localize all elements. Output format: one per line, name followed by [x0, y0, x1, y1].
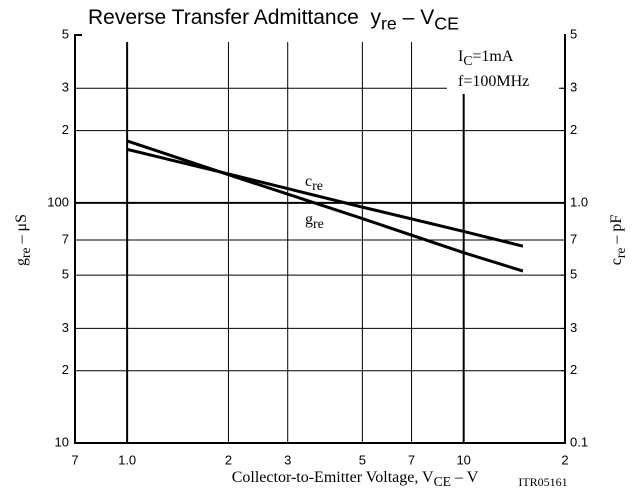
chart-title: Reverse Transfer Admittance yre – VCE	[88, 6, 459, 33]
x-tick-label: 7	[408, 452, 415, 467]
y2-tick-label: 0.1	[570, 434, 588, 449]
y2-tick-label: 3	[570, 80, 577, 95]
y-tick-label: 2	[62, 362, 69, 377]
y-tick-label: 7	[62, 231, 69, 246]
y-tick-label: 10	[55, 434, 69, 449]
title-bg	[82, 2, 564, 42]
y-axis-label: gre – μS	[13, 214, 33, 266]
text-part: C	[463, 53, 472, 68]
series-name-sub: re	[313, 217, 324, 232]
text-part: CE	[434, 13, 459, 33]
annotation: IC=1mA	[458, 48, 514, 68]
y-tick-label: 3	[62, 320, 69, 335]
text-part: – V	[397, 6, 434, 29]
text-part: – pF	[608, 215, 625, 248]
text-part: re	[613, 248, 628, 259]
annotation-bg	[447, 42, 559, 94]
y-tick-label: 5	[62, 26, 69, 41]
text-part: Collector-to-Emitter Voltage, V	[232, 469, 434, 486]
series-line	[126, 147, 524, 248]
y2-axis-label: cre – pF	[608, 215, 628, 266]
series-label: cre	[305, 173, 323, 195]
y2-tick-label: 2	[570, 122, 577, 137]
y-tick-label: 2	[62, 122, 69, 137]
x-tick-label: 2	[561, 452, 568, 467]
y-tick-label: 3	[62, 80, 69, 95]
text-part: – V	[451, 469, 479, 486]
text-part: f=100MHz	[458, 73, 529, 90]
series-name: g	[305, 211, 313, 228]
x-axis-label: Collector-to-Emitter Voltage, VCE – V	[232, 469, 479, 489]
y2-tick-label: 3	[570, 320, 577, 335]
x-tick-label: 10	[456, 452, 470, 467]
y-tick-label: 100	[47, 194, 69, 209]
x-tick-label: 7	[71, 452, 78, 467]
text-part: c	[608, 258, 625, 265]
series-name-sub: re	[312, 179, 323, 194]
y2-tick-label: 7	[570, 231, 577, 246]
y2-tick-label: 5	[570, 267, 577, 282]
annotation: f=100MHz	[458, 73, 529, 90]
text-part: Reverse Transfer Admittance y	[88, 6, 381, 29]
text-part: g	[13, 258, 30, 266]
text-part: re	[381, 13, 397, 33]
series-line	[126, 139, 524, 273]
series-name: c	[305, 173, 312, 190]
y2-tick-label: 1.0	[570, 194, 588, 209]
y2-tick-label: 5	[570, 26, 577, 41]
x-tick-label: 2	[225, 452, 232, 467]
x-tick-label: 5	[359, 452, 366, 467]
figure-code: ITR05161	[518, 475, 567, 489]
text-part: =1mA	[472, 48, 513, 65]
series-label: gre	[305, 211, 324, 233]
x-tick-label: 1.0	[118, 452, 136, 467]
y2-tick-label: 2	[570, 362, 577, 377]
text-part: I	[458, 48, 463, 65]
y-tick-label: 5	[62, 267, 69, 282]
text-part: re	[18, 247, 33, 258]
x-tick-label: 3	[284, 452, 291, 467]
text-part: CE	[434, 474, 451, 489]
text-part: – μS	[13, 214, 30, 247]
